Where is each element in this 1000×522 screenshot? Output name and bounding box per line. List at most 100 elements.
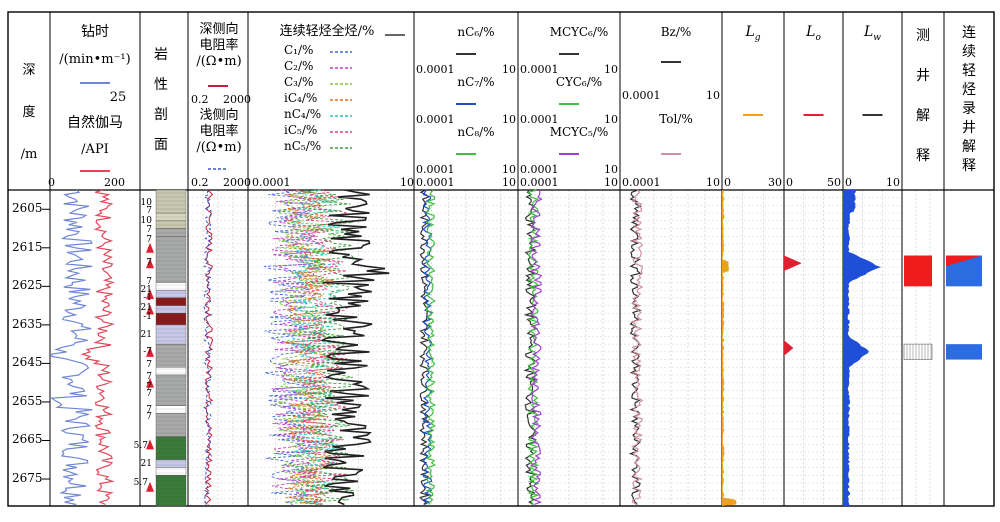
- lith-label: 5.7: [133, 477, 148, 488]
- lith-label: 21: [140, 329, 152, 340]
- bz-scale-min: 0.0001: [622, 89, 661, 102]
- lith-label: -7: [143, 346, 152, 357]
- bz-scale-max: 10: [706, 89, 720, 102]
- gas-legend-label: C₂/%: [284, 59, 314, 73]
- lith-oil-marker: [146, 346, 154, 357]
- track-scale-max: 10: [604, 113, 618, 126]
- track-scale-min: 0: [845, 176, 852, 189]
- lith-bed: [155, 289, 187, 299]
- shallow-res-curve: [203, 189, 213, 505]
- track-scale-max: 30: [768, 176, 782, 189]
- shallow-res-title: 浅侧向 电阻率 /(Ω•m): [190, 108, 248, 156]
- drill-scale-max: 25: [109, 90, 127, 105]
- lith-bed: [155, 343, 187, 368]
- track-scale-max: 10: [502, 113, 516, 126]
- lith-label: 21: [140, 285, 152, 296]
- track-scale-min: 0.0001: [416, 163, 455, 176]
- lith-label: 21: [140, 458, 152, 469]
- mud-interp-char: 井: [962, 120, 976, 136]
- gas-component-curve: [290, 189, 342, 505]
- track-scale-max: 10: [604, 63, 618, 76]
- lith-bed: [155, 405, 187, 414]
- lith-label: 7: [146, 389, 152, 400]
- track-scale-min: 0.0001: [520, 163, 559, 176]
- lith-label: 7: [146, 225, 152, 236]
- track-scale-max: 10: [604, 163, 618, 176]
- depth-char-1: 深: [22, 63, 36, 78]
- track-scale-max: 10: [502, 163, 516, 176]
- track-scale-min: 0.0001: [520, 113, 559, 126]
- track-scale-min: 0: [786, 176, 793, 189]
- track-curve-label: nC₇/%: [457, 75, 495, 89]
- mud-interp-box: [946, 344, 982, 360]
- bz-label: Bz/%: [660, 25, 692, 39]
- log-interp-char: 解: [916, 108, 930, 124]
- lith-label: 10: [140, 198, 152, 209]
- gr-scale-max: 200: [104, 176, 125, 189]
- lith-bed: [155, 305, 187, 314]
- lith-bed: [155, 236, 187, 283]
- track-scale-min: 0.0001: [520, 63, 559, 76]
- lith-bed: [155, 474, 187, 507]
- mcyc-curve: [523, 189, 538, 506]
- gas-component-curve: [298, 189, 349, 505]
- log-interp-char: 井: [916, 68, 930, 84]
- gas-legend-label: C₃/%: [284, 75, 314, 89]
- mud-interp-char: 解: [962, 139, 976, 155]
- nc-scale-min: 0.0001: [416, 176, 455, 189]
- bz-scale-max-2: 10: [706, 176, 720, 189]
- mud-interp-char: 连: [962, 25, 976, 41]
- drill-unit: /(min•m⁻¹): [59, 52, 131, 67]
- lith-bed: [155, 220, 187, 229]
- track-scale-max: 50: [827, 176, 841, 189]
- lith-label: -1: [143, 312, 152, 323]
- lith-label: 7: [146, 360, 152, 371]
- track-curve-label: MCYC₅/%: [549, 125, 609, 139]
- lith-label: 7: [146, 412, 152, 423]
- gas-scale-max: 10: [400, 176, 414, 189]
- lith-oil-marker: [146, 377, 154, 388]
- shallow-res-line2: 电阻率: [199, 124, 239, 139]
- track-title-main: L: [806, 24, 816, 40]
- track-curve-label: nC₈/%: [457, 125, 495, 139]
- frame: [7, 11, 995, 507]
- lith-label: 7: [146, 258, 152, 269]
- nc-scale-max: 10: [502, 176, 516, 189]
- lith-oil-marker: [146, 481, 154, 492]
- lith-char-2: 性: [154, 77, 168, 93]
- gas-legend-label: iC₄/%: [284, 91, 318, 105]
- lith-label: 21: [140, 302, 152, 313]
- shallow-res-scale-min: 0.2: [191, 176, 209, 189]
- track-title-main: L: [863, 24, 874, 40]
- drill-curve: [50, 189, 93, 506]
- gas-total-curve: [320, 189, 390, 506]
- track-curve-label: MCYC₆/%: [549, 25, 609, 39]
- mcyc-curve: [527, 189, 541, 505]
- lo-area: [784, 190, 802, 506]
- track-title-lw: Lw: [858, 24, 888, 46]
- lith-oil-marker: [146, 304, 154, 315]
- lith-oil-marker: [146, 439, 154, 450]
- track-title-main: L: [745, 24, 755, 40]
- gas-legend-label: iC₅/%: [284, 123, 318, 137]
- lith-char-3: 剖: [154, 107, 168, 123]
- log-interp-char: 释: [916, 148, 930, 164]
- lith-bed: [155, 324, 187, 345]
- gas-legend-label: C₁/%: [284, 43, 314, 57]
- lith-label: 7: [146, 381, 152, 392]
- lith-bed: [155, 367, 187, 376]
- lith-label: 7: [146, 404, 152, 415]
- log-interp-char: 测: [916, 28, 930, 44]
- lith-oil-marker: [146, 258, 154, 269]
- gr-unit: /API: [81, 142, 109, 157]
- lith-bed: [155, 297, 187, 306]
- depth-tick-label: 2615: [12, 239, 43, 254]
- tol-label: Tol/%: [659, 112, 693, 126]
- nc-curve: [424, 189, 437, 505]
- track-scale-min: 0: [724, 176, 731, 189]
- lith-label: -1: [143, 292, 152, 303]
- track-title-sub: w: [873, 32, 881, 43]
- deep-res-line2: 电阻率: [199, 38, 239, 53]
- deep-res-scale-min: 0.2: [191, 93, 209, 106]
